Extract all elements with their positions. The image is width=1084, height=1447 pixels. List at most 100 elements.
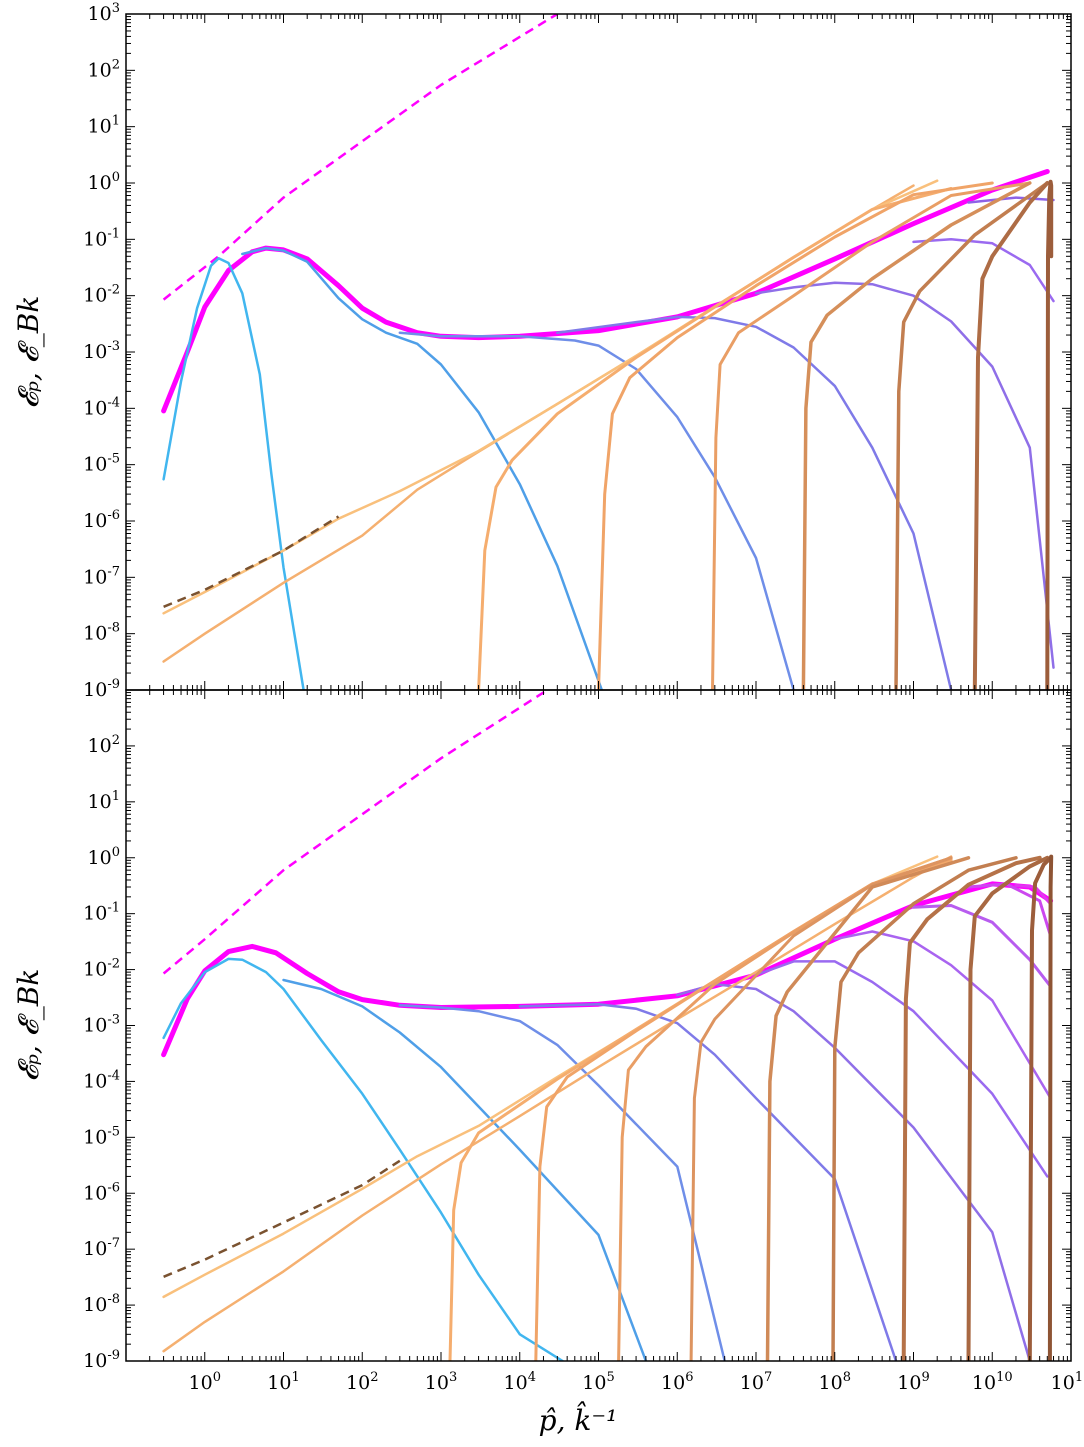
y-tick-exp: -8 bbox=[107, 621, 120, 636]
series-line-2 bbox=[162, 957, 564, 1361]
x-tick-exp: 5 bbox=[606, 1370, 614, 1385]
y-tick-base: 10 bbox=[83, 397, 107, 419]
y-tick-exp: 1 bbox=[112, 789, 120, 804]
series-line-23 bbox=[1027, 855, 1053, 1361]
y-tick-base: 10 bbox=[83, 1015, 107, 1037]
y-tick-exp: -6 bbox=[107, 508, 120, 523]
y-tick-exp: -9 bbox=[107, 1348, 120, 1363]
series-line-10 bbox=[967, 882, 1053, 938]
x-tick-exp: 1 bbox=[291, 1370, 299, 1385]
x-axis-label: p̂, k̂⁻¹ bbox=[539, 1402, 618, 1437]
y-tick-exp: -9 bbox=[107, 677, 120, 692]
x-tick-exp: 3 bbox=[449, 1370, 457, 1385]
y-tick-exp: -5 bbox=[107, 1124, 120, 1139]
y-tick-base: 10 bbox=[83, 679, 107, 701]
series-line-3 bbox=[282, 978, 648, 1361]
series-line-13 bbox=[597, 181, 994, 690]
series-line-5 bbox=[518, 1002, 898, 1361]
x-tick-label: 1010 bbox=[972, 1370, 1013, 1394]
y-tick-base: 10 bbox=[83, 959, 107, 981]
y-tick-base: 10 bbox=[88, 3, 112, 25]
y-tick-label: 10-7 bbox=[83, 564, 120, 588]
y-tick-label: 10-7 bbox=[83, 1236, 120, 1260]
x-tick-base: 10 bbox=[582, 1372, 606, 1394]
y-tick-label: 10-4 bbox=[83, 1068, 120, 1092]
y-tick-label: 10-6 bbox=[83, 508, 120, 532]
series-line-16 bbox=[894, 181, 1050, 690]
y-tick-label: 10-1 bbox=[83, 901, 120, 925]
y-tick-exp: -3 bbox=[107, 339, 120, 354]
y-tick-base: 10 bbox=[88, 59, 112, 81]
y-tick-label: 100 bbox=[88, 845, 120, 869]
series-line-17 bbox=[972, 181, 1050, 690]
y-tick-base: 10 bbox=[83, 1126, 107, 1148]
y-tick-exp: 3 bbox=[112, 1, 120, 16]
series-line-17 bbox=[617, 856, 953, 1361]
x-tick-base: 10 bbox=[972, 1372, 996, 1394]
x-tick-exp: 9 bbox=[921, 1370, 929, 1385]
y-tick-base: 10 bbox=[88, 172, 112, 194]
series-line-7 bbox=[912, 238, 1055, 303]
plot-frame bbox=[125, 689, 1072, 1362]
series-line-18 bbox=[1045, 179, 1054, 690]
top-panel: 10-910-810-710-610-510-410-310-210-11001… bbox=[83, 1, 1072, 701]
series-line-14 bbox=[711, 181, 1032, 690]
x-tick-exp: 10 bbox=[996, 1370, 1013, 1385]
y-tick-label: 10-3 bbox=[83, 1013, 120, 1037]
y-tick-label: 10-9 bbox=[83, 1348, 120, 1372]
series-line-15 bbox=[801, 181, 1032, 690]
y-tick-exp: -1 bbox=[107, 901, 120, 916]
series-line-11 bbox=[163, 515, 340, 608]
series-line-6 bbox=[754, 281, 1055, 669]
y-tick-label: 10-2 bbox=[83, 283, 120, 307]
series-line-5 bbox=[556, 315, 953, 690]
x-tick-exp: 7 bbox=[764, 1370, 772, 1385]
y-tick-label: 10-1 bbox=[83, 226, 120, 250]
y-tick-exp: -1 bbox=[107, 226, 120, 241]
series-line-9 bbox=[912, 904, 1053, 988]
y-tick-base: 10 bbox=[88, 116, 112, 138]
x-tick-label: 104 bbox=[504, 1370, 536, 1394]
x-tick-label: 108 bbox=[819, 1370, 851, 1394]
series-group bbox=[161, 690, 1054, 1361]
y-tick-base: 10 bbox=[83, 1294, 107, 1316]
y-tick-exp: 1 bbox=[112, 114, 120, 129]
x-tick-base: 10 bbox=[189, 1372, 213, 1394]
series-line-18 bbox=[689, 856, 953, 1361]
bottom-panel: 10-910-810-710-610-510-410-310-210-11001… bbox=[83, 689, 1084, 1394]
y-tick-base: 10 bbox=[88, 847, 112, 869]
series-line-4 bbox=[398, 1004, 726, 1361]
y-tick-base: 10 bbox=[83, 228, 107, 250]
y-tick-label: 101 bbox=[88, 114, 120, 138]
x-tick-base: 10 bbox=[504, 1372, 528, 1394]
x-tick-label: 105 bbox=[582, 1370, 614, 1394]
y-tick-base: 10 bbox=[83, 903, 107, 925]
series-line-0 bbox=[162, 690, 550, 975]
y-tick-base: 10 bbox=[88, 735, 112, 757]
x-tick-base: 10 bbox=[346, 1372, 370, 1394]
y-tick-label: 10-9 bbox=[83, 677, 120, 701]
y-tick-label: 100 bbox=[88, 170, 120, 194]
y-tick-label: 10-5 bbox=[83, 1124, 120, 1148]
series-line-22 bbox=[966, 855, 1050, 1361]
y-tick-base: 10 bbox=[83, 1238, 107, 1260]
y-tick-label: 10-6 bbox=[83, 1180, 120, 1204]
series-line-0 bbox=[162, 14, 558, 301]
x-tick-base: 10 bbox=[740, 1372, 764, 1394]
x-tick-exp: 4 bbox=[528, 1370, 536, 1385]
series-line-2 bbox=[162, 257, 305, 690]
y-tick-exp: 2 bbox=[112, 57, 120, 72]
tick-marks bbox=[125, 14, 1071, 691]
series-line-19 bbox=[765, 856, 971, 1361]
y-tick-exp: -2 bbox=[107, 957, 120, 972]
series-group bbox=[161, 14, 1055, 690]
plot-frame bbox=[125, 13, 1072, 691]
y-axis-label-top: 𝓔ₚ, 𝓔_Bk bbox=[12, 296, 45, 409]
y-tick-base: 10 bbox=[83, 1350, 107, 1372]
y-tick-label: 101 bbox=[88, 789, 120, 813]
x-tick-label: 107 bbox=[740, 1370, 772, 1394]
series-line-7 bbox=[754, 960, 1049, 1178]
y-tick-base: 10 bbox=[83, 566, 107, 588]
x-tick-base: 10 bbox=[425, 1372, 449, 1394]
